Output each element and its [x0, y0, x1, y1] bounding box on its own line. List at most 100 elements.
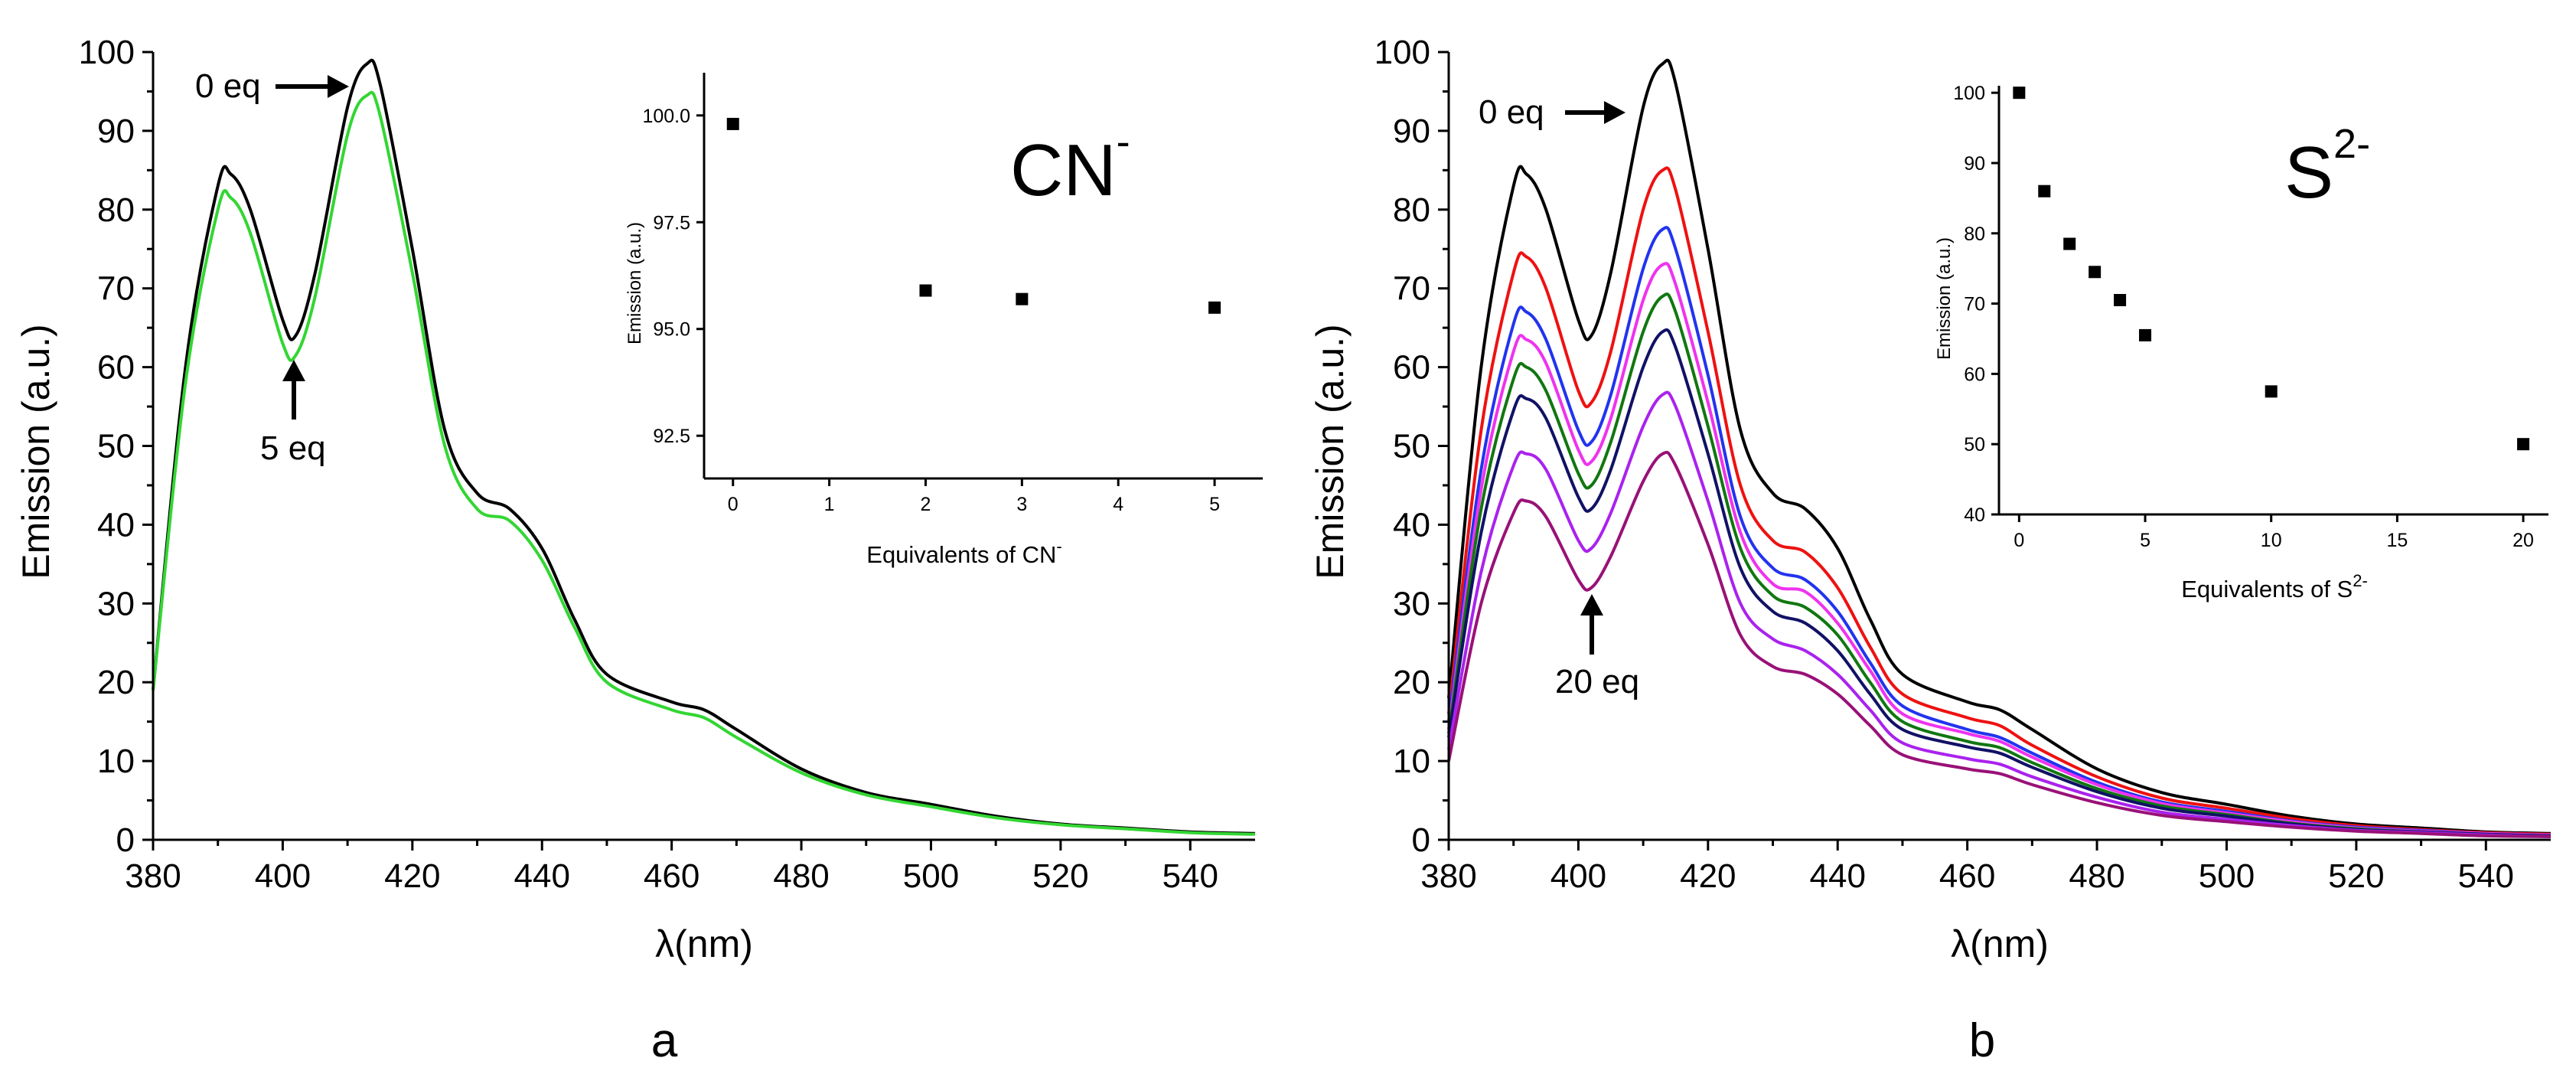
- x-tick-label: 480: [773, 857, 829, 895]
- inset-x-tick-label: 0: [2014, 530, 2024, 551]
- inset-y-tick-label: 97.5: [653, 212, 690, 233]
- inset-x-tick-label: 1: [824, 494, 835, 515]
- inset-x-tick-label: 2: [921, 494, 931, 515]
- series-line-1-eq: [1447, 166, 2552, 836]
- series-line-10-eq: [1447, 390, 2552, 838]
- annotation-0eq-arrow: [1565, 101, 1625, 124]
- y-tick-label: 60: [1393, 349, 1430, 387]
- series-line-0-eq: [152, 58, 1256, 835]
- inset-y-tick-label: 50: [1964, 434, 1985, 455]
- inset-data-point: [1016, 292, 1029, 305]
- y-tick-label: 40: [97, 506, 135, 544]
- inset-y-tick-label: 92.5: [653, 426, 690, 447]
- inset-data-point: [2139, 328, 2152, 341]
- inset-y-axis-title: Emission (a.u.): [624, 222, 645, 344]
- inset-data-point: [726, 117, 739, 130]
- panel-label: b: [1969, 1014, 1995, 1067]
- x-tick-label: 400: [1550, 857, 1606, 895]
- inset-data-point: [2517, 438, 2530, 451]
- inset-x-tick-label: 15: [2386, 530, 2408, 551]
- y-tick-label: 70: [97, 270, 135, 308]
- annotation-0eq-arrow: [276, 75, 349, 98]
- inset-y-tick-label: 40: [1964, 504, 1985, 526]
- panel-a: 380 400 420 440 460 480 500 520 5400102030405060…: [15, 34, 1263, 1067]
- inset-data-point: [2265, 385, 2278, 398]
- y-tick-label: 90: [1393, 113, 1430, 150]
- x-tick-label: 420: [384, 857, 440, 895]
- y-tick-label: 20: [97, 664, 135, 701]
- inset-data-point: [2089, 266, 2102, 279]
- y-tick-label: 40: [1393, 506, 1430, 544]
- y-tick-label: 0: [1412, 821, 1430, 859]
- inset-y-tick-label: 70: [1964, 294, 1985, 315]
- y-tick-label: 100: [1374, 34, 1430, 71]
- inset-x-tick-label: 20: [2512, 530, 2534, 551]
- y-tick-label: 30: [1393, 585, 1430, 622]
- y-tick-label: 20: [1393, 664, 1430, 701]
- inset-x-axis-title: Equivalents of S2-: [2181, 571, 2368, 602]
- annotation-5eq: 5 eq: [260, 429, 326, 467]
- x-tick-label: 500: [903, 857, 959, 895]
- x-tick-label: 520: [1032, 857, 1088, 895]
- y-tick-label: 10: [97, 743, 135, 780]
- inset-x-tick-label: 0: [728, 494, 739, 515]
- x-tick-label: 520: [2328, 857, 2384, 895]
- annotation-20eq: 20 eq: [1555, 663, 1639, 700]
- panel-b: 380 400 420 440 460 480 500 520 5400102030405060…: [1309, 34, 2552, 1067]
- inset-data-point: [2063, 237, 2076, 250]
- inset-x-tick-label: 4: [1113, 494, 1123, 515]
- inset-ion-label: CN-: [1010, 119, 1130, 211]
- y-tick-label: 90: [97, 113, 135, 150]
- inset-data-point: [2114, 294, 2127, 306]
- inset-ion-label: S2-: [2284, 121, 2370, 214]
- x-tick-label: 440: [514, 857, 570, 895]
- series-line-5-eq: [1447, 328, 2552, 837]
- y-tick-label: 60: [97, 349, 135, 387]
- y-axis-title: Emission (a.u.): [1309, 324, 1352, 579]
- annotation-20eq-arrow: [1580, 594, 1603, 655]
- x-tick-label: 380: [1420, 857, 1476, 895]
- series-line-20-eq: [1447, 450, 2552, 838]
- inset-x-tick-label: 5: [1209, 494, 1220, 515]
- inset-y-axis-title: Emission (a.u.): [1934, 237, 1955, 360]
- inset-x-tick-label: 3: [1016, 494, 1027, 515]
- y-tick-label: 50: [1393, 428, 1430, 465]
- inset-y-tick-label: 60: [1964, 364, 1985, 385]
- annotation-0eq: 0 eq: [1479, 93, 1544, 131]
- x-axis-title: λ(nm): [655, 922, 753, 965]
- x-tick-label: 420: [1680, 857, 1736, 895]
- x-tick-label: 400: [255, 857, 311, 895]
- inset-a: 0 1 2 3 4 5 92.5 95.0 97.5 100.0 Equivalents of C…: [624, 73, 1263, 568]
- inset-data-point: [1208, 301, 1221, 314]
- inset-y-tick-label: 80: [1964, 224, 1985, 245]
- y-tick-label: 80: [1393, 191, 1430, 229]
- annotation-0eq: 0 eq: [195, 67, 261, 105]
- inset-y-tick-label: 100: [1953, 83, 1985, 104]
- x-tick-label: 380: [125, 857, 181, 895]
- panel-label: a: [651, 1014, 678, 1067]
- inset-data-point: [919, 284, 932, 297]
- x-tick-label: 540: [2458, 857, 2514, 895]
- x-axis-title: λ(nm): [1951, 922, 2049, 965]
- x-tick-label: 540: [1162, 857, 1218, 895]
- annotation-5eq-arrow: [282, 360, 305, 420]
- x-tick-label: 480: [2069, 857, 2124, 895]
- x-tick-label: 460: [1939, 857, 1995, 895]
- y-tick-label: 100: [79, 34, 135, 71]
- inset-x-tick-label: 5: [2140, 530, 2150, 551]
- inset-y-tick-label: 100.0: [642, 106, 690, 127]
- inset-b: 0 5 10 15 20 40 50 60 70 80 90 100 Equivalents of S…: [1934, 83, 2548, 602]
- y-tick-label: 0: [116, 821, 135, 859]
- y-tick-label: 30: [97, 585, 135, 622]
- x-tick-label: 440: [1810, 857, 1866, 895]
- inset-data-point: [2038, 184, 2051, 198]
- y-tick-label: 50: [97, 428, 135, 465]
- x-tick-label: 500: [2199, 857, 2255, 895]
- inset-y-tick-label: 95.0: [653, 319, 690, 341]
- x-tick-label: 460: [644, 857, 699, 895]
- inset-x-axis-title: Equivalents of CN-: [866, 537, 1061, 568]
- y-tick-label: 70: [1393, 270, 1430, 308]
- y-tick-label: 80: [97, 191, 135, 229]
- inset-data-point: [2013, 87, 2026, 100]
